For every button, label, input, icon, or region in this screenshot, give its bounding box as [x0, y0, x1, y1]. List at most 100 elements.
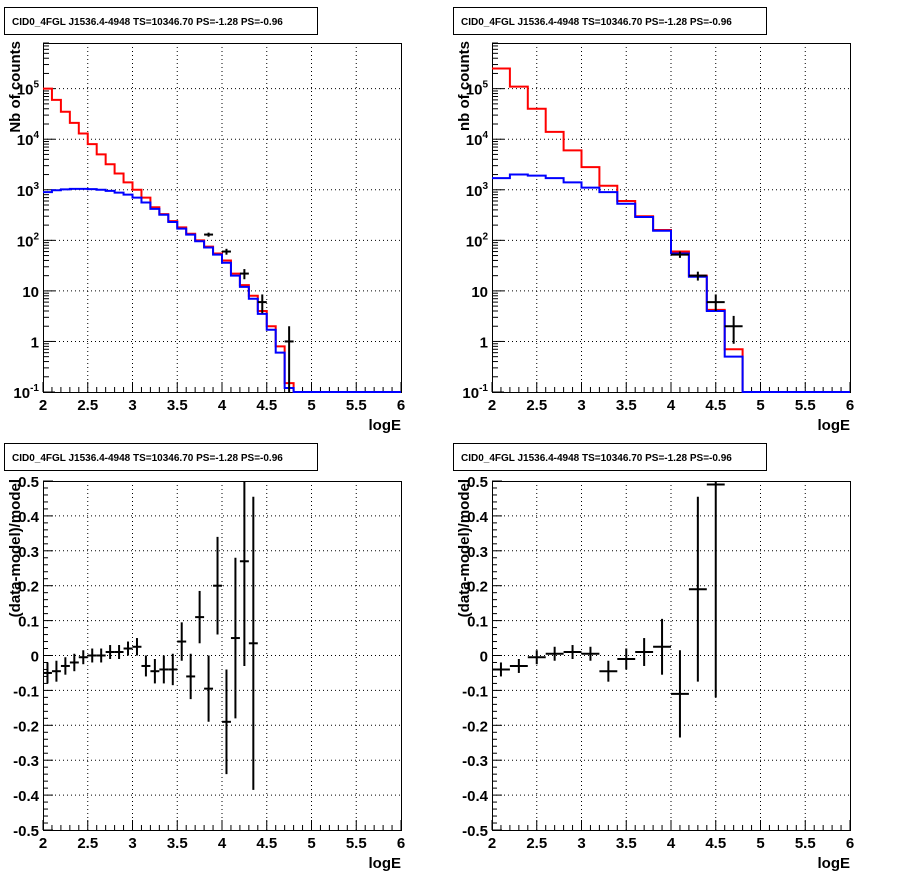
y-tick-label: 10-1: [462, 383, 488, 402]
data-point: [688, 271, 707, 281]
x-tick-label: 3.5: [616, 835, 637, 852]
x-tick-label: 2: [488, 835, 496, 852]
plot-frame: [492, 43, 851, 393]
residual-point: [123, 641, 133, 656]
residual-point: [671, 650, 689, 738]
y-tick-label: 1: [31, 334, 39, 351]
residual-point: [239, 481, 249, 666]
data-point: [724, 315, 743, 344]
chart-title-box: [453, 443, 767, 471]
y-tick-label: 0.5: [467, 474, 488, 491]
x-tick-label: 5.5: [346, 835, 367, 852]
residual-point: [492, 662, 510, 677]
y-tick-label: -0.4: [462, 788, 489, 805]
y-tick-label: 104: [466, 130, 489, 149]
y-tick-label: -0.1: [13, 683, 39, 700]
chart-panel-3: CID0_4FGL J1536.4-4948 TS=10346.70 PS=-1…: [4, 443, 405, 872]
x-tick-label: 2: [488, 397, 496, 414]
x-axis-label: logE: [369, 855, 402, 872]
chart-title: CID0_4FGL J1536.4-4948 TS=10346.70 PS=-1…: [461, 453, 732, 464]
y-tick-label: 0.4: [467, 509, 489, 526]
x-tick-label: 3.5: [167, 397, 188, 414]
x-tick-label: 3: [577, 835, 585, 852]
residual-point: [617, 648, 636, 670]
residual-point: [230, 557, 240, 719]
residual-point: [195, 590, 205, 644]
data-point: [239, 269, 249, 280]
residual-point: [563, 645, 582, 659]
residual-point: [78, 650, 88, 665]
data-point: [204, 232, 214, 237]
x-axis-label: logE: [818, 417, 851, 434]
residual-point: [248, 496, 258, 790]
x-tick-label: 3.5: [167, 835, 188, 852]
y-tick-label: 1: [480, 334, 488, 351]
y-tick-label: 105: [466, 80, 489, 99]
x-tick-label: 5: [307, 835, 315, 852]
x-tick-label: 4: [218, 397, 227, 414]
x-tick-label: 2.5: [526, 835, 547, 852]
residual-point: [186, 653, 196, 700]
x-tick-label: 4.5: [705, 835, 726, 852]
y-axis-label: Nb of counts: [7, 41, 24, 133]
residual-point: [527, 650, 546, 665]
x-tick-label: 6: [397, 835, 405, 852]
residual-point: [159, 655, 169, 684]
residual-point: [581, 646, 600, 661]
residual-point: [545, 646, 564, 661]
y-tick-label: 103: [466, 181, 489, 200]
residual-point: [599, 660, 618, 682]
y-axis-label: nb of counts: [456, 41, 473, 131]
x-axis-label: logE: [818, 855, 851, 872]
x-tick-label: 2.5: [77, 397, 98, 414]
residual-point: [706, 481, 725, 698]
y-tick-label: 0.3: [18, 544, 39, 561]
x-tick-label: 3: [128, 835, 136, 852]
residual-point: [60, 657, 70, 675]
y-tick-label: 103: [17, 181, 40, 200]
x-tick-label: 3.5: [616, 397, 637, 414]
x-tick-label: 5.5: [795, 397, 816, 414]
chart-title-box: [453, 7, 767, 35]
y-axis-label: (data-model)/model: [7, 479, 24, 617]
y-tick-label: 0.2: [18, 579, 39, 596]
chart-title-box: [4, 443, 318, 471]
data-point: [706, 294, 725, 312]
y-tick-label: 102: [466, 231, 489, 250]
y-tick-label: -0.2: [13, 718, 39, 735]
residual-point: [114, 645, 124, 659]
chart-title-box: [4, 7, 318, 35]
y-tick-label: -0.5: [13, 823, 39, 840]
y-tick-label: 0.1: [18, 614, 39, 631]
x-tick-label: 2: [39, 397, 47, 414]
data-point: [284, 326, 294, 392]
residual-point: [509, 658, 528, 673]
residual-point: [204, 655, 214, 722]
x-tick-label: 4: [218, 835, 227, 852]
data-point: [257, 294, 267, 314]
residual-point: [132, 638, 142, 656]
residual-point: [150, 658, 160, 684]
y-axis-label: (data-model)/model: [456, 479, 473, 617]
y-tick-label: 0.4: [18, 509, 40, 526]
y-tick-label: -0.1: [462, 683, 488, 700]
chart-title: CID0_4FGL J1536.4-4948 TS=10346.70 PS=-1…: [12, 17, 283, 28]
residual-point: [51, 660, 61, 682]
x-tick-label: 6: [397, 397, 405, 414]
y-tick-label: -0.3: [13, 753, 39, 770]
x-tick-label: 5.5: [795, 835, 816, 852]
x-tick-label: 6: [846, 835, 854, 852]
x-tick-label: 5: [756, 835, 764, 852]
y-tick-label: 0: [480, 649, 488, 666]
x-axis-label: logE: [369, 417, 402, 434]
x-tick-label: 4.5: [705, 397, 726, 414]
y-tick-label: 0.3: [467, 544, 488, 561]
data-point: [671, 251, 689, 258]
x-tick-label: 4.5: [256, 397, 277, 414]
residual-point: [43, 662, 52, 684]
x-tick-label: 5.5: [346, 397, 367, 414]
x-tick-label: 5: [307, 397, 315, 414]
model-source-histogram: [492, 173, 850, 393]
y-tick-label: 105: [17, 80, 40, 99]
y-tick-label: 10: [471, 284, 488, 301]
